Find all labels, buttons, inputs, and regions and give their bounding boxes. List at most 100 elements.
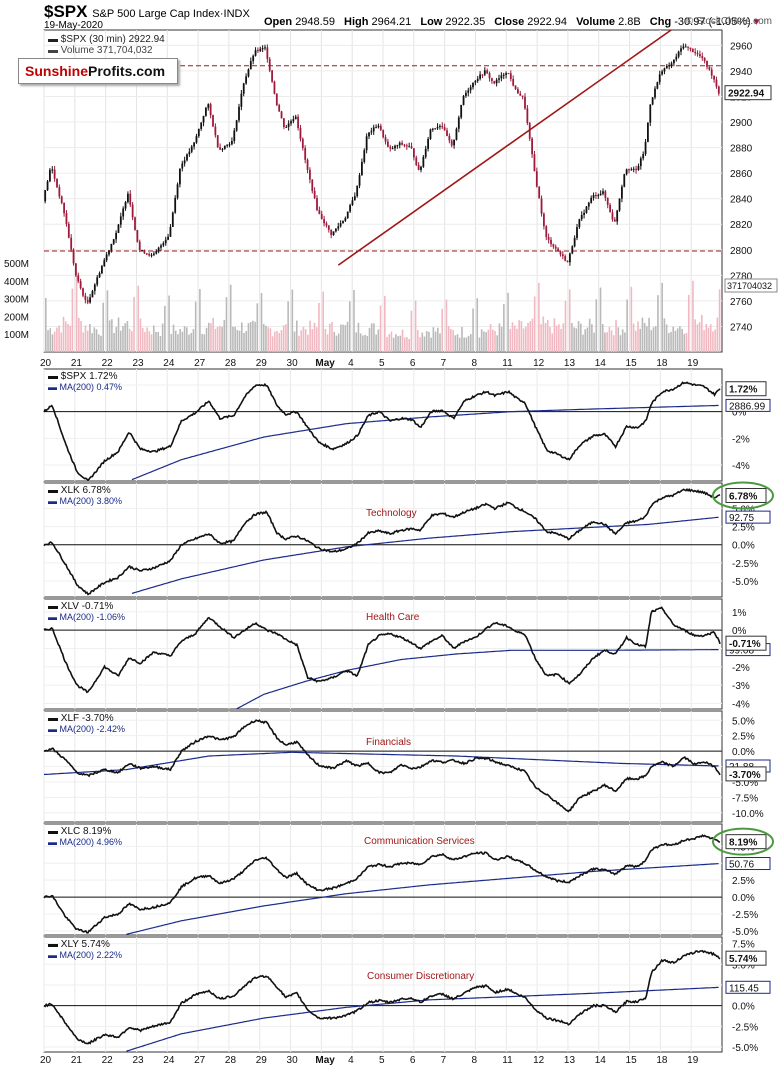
- candle-body: [616, 210, 619, 222]
- volume-bar: [80, 321, 82, 352]
- volume-bar: [582, 334, 584, 352]
- candle-body: [124, 202, 127, 209]
- volume-bar: [533, 296, 536, 352]
- volume-bar: [646, 326, 648, 352]
- volume-bar: [685, 332, 688, 352]
- indicator-tick-label: 0.0%: [732, 541, 755, 552]
- ma-legend: ▬ MA(200) -1.06%: [48, 612, 125, 622]
- candle-body: [370, 131, 373, 133]
- ma-last-box: [725, 510, 771, 524]
- candle-body: [183, 160, 186, 164]
- volume-bar: [97, 334, 100, 352]
- volume-bar: [643, 322, 646, 352]
- volume-bar: [674, 330, 677, 352]
- candle-body: [656, 82, 659, 89]
- volume-bar: [410, 310, 413, 352]
- highlight-ellipse: [712, 827, 774, 856]
- candle-body: [632, 168, 635, 170]
- x-tick-label: 27: [194, 1055, 206, 1066]
- moving-average-line: [236, 649, 719, 710]
- volume-bar: [84, 325, 87, 352]
- ma-last-label: 115.45: [729, 983, 759, 994]
- candle-body: [247, 69, 250, 77]
- volume-bar: [494, 330, 496, 352]
- index-name: S&P 500 Large Cap Index: [92, 8, 220, 20]
- volume-bar: [236, 329, 239, 352]
- candle-body: [231, 141, 233, 145]
- volume-bar: [164, 305, 166, 352]
- candle-body: [524, 96, 526, 109]
- volume-bar: [102, 302, 105, 352]
- x-tick-label: 30: [287, 1055, 299, 1066]
- volume-bar: [95, 329, 98, 352]
- candle-body: [521, 95, 524, 97]
- sector-title: Communication Services: [364, 836, 475, 847]
- candle-body: [349, 205, 351, 212]
- candle-body: [578, 219, 581, 228]
- volume-bar: [445, 299, 448, 352]
- candle-body: [595, 195, 597, 197]
- volume-bar: [595, 299, 598, 352]
- volume-bar: [397, 336, 399, 352]
- close-value: 2922.94: [527, 16, 568, 28]
- volume-bar: [549, 326, 551, 352]
- indicator-tick-label: 0%: [732, 408, 747, 419]
- volume-bar: [186, 327, 188, 352]
- volume-bar: [476, 298, 479, 352]
- volume-bar: [577, 321, 580, 352]
- volume-bar: [489, 324, 492, 352]
- candle-body: [223, 145, 226, 149]
- x-tick-label: 7: [441, 1055, 447, 1066]
- volume-bar: [238, 330, 241, 352]
- volume-bar: [564, 300, 567, 352]
- candle-body: [233, 130, 236, 142]
- candle-body: [637, 166, 640, 170]
- volume-bar: [359, 333, 362, 352]
- volume-bar: [617, 327, 620, 352]
- candle-body: [566, 260, 569, 263]
- volume-bar: [51, 334, 54, 352]
- price-legend: ▬ $SPX (30 min) 2922.94: [48, 34, 165, 45]
- volume-bar: [260, 293, 263, 352]
- candle-body: [472, 82, 474, 88]
- candle-body: [519, 93, 522, 96]
- last-value-label: 8.19%: [729, 838, 757, 849]
- volume-bar: [575, 328, 578, 352]
- candle-body: [193, 142, 195, 147]
- candle-body: [372, 127, 375, 132]
- candle-body: [257, 50, 259, 52]
- candle-body: [628, 169, 630, 171]
- candle-body: [550, 239, 552, 245]
- volume-bar: [71, 288, 74, 352]
- indicator-tick-label: 7.5%: [732, 940, 755, 951]
- candle-body: [332, 231, 335, 236]
- candle-body: [682, 46, 685, 49]
- candle-body: [446, 130, 448, 137]
- volume-bar: [192, 329, 195, 352]
- volume-bar: [181, 331, 184, 352]
- candle-body: [254, 50, 257, 56]
- volume-bar: [718, 289, 721, 352]
- candle-body: [105, 254, 108, 261]
- volume-bar: [183, 326, 186, 352]
- volume-bar: [425, 331, 428, 352]
- volume-bar: [687, 294, 690, 352]
- volume-bar: [472, 308, 474, 352]
- high-value: 2964.21: [371, 16, 412, 28]
- volume-bar: [568, 289, 571, 352]
- last-value-box: [725, 381, 767, 397]
- volume-bar: [67, 323, 69, 352]
- volume-bar: [555, 325, 558, 352]
- candle-body: [353, 196, 356, 201]
- volume-bar: [584, 329, 587, 352]
- volume-bar: [615, 319, 617, 352]
- candle-body: [580, 214, 583, 220]
- candle-body: [684, 46, 687, 48]
- candle-body: [476, 78, 479, 82]
- candle-body: [86, 299, 89, 303]
- candle-body: [148, 253, 151, 256]
- candle-body: [621, 186, 623, 199]
- volume-bar: [701, 314, 703, 352]
- volume-bar: [679, 326, 681, 352]
- candle-body: [190, 146, 193, 152]
